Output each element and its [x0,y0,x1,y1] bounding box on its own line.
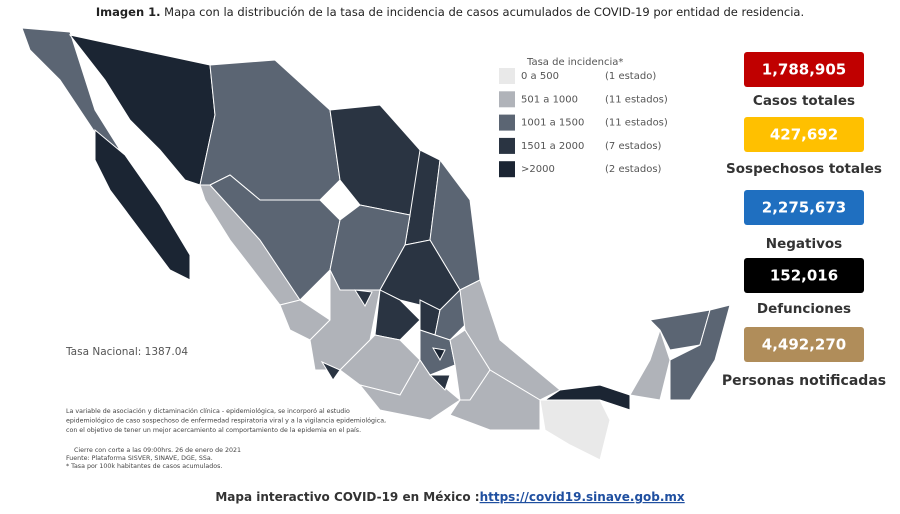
legend-title: Tasa de incidencia* [526,57,623,68]
stat-label: Casos totales [753,93,855,109]
stat-label: Defunciones [757,301,851,317]
stat-value: 4,492,270 [762,336,846,354]
notes: La variable de asociación y dictaminació… [66,407,386,470]
legend-count: (11 estados) [605,118,668,129]
footer: Mapa interactivo COVID-19 en México :htt… [215,490,685,504]
state [629,328,671,401]
stat-box [744,190,864,225]
national-rate: Tasa Nacional: 1387.04 [65,346,188,358]
legend-swatch [499,114,515,131]
legend-count: (11 estados) [605,94,668,105]
legend-swatch [499,137,515,154]
note-line: La variable de asociación y dictaminació… [66,407,350,415]
footer-text: Mapa interactivo COVID-19 en México : [215,490,479,504]
legend-range: 1501 a 2000 [521,141,584,152]
legend-swatch [499,161,515,178]
source-line: Cierre con corte a las 09:00hrs. 26 de e… [74,447,241,454]
stat-value: 152,016 [770,267,838,285]
state [648,309,711,351]
note-line: epidemiológico de caso sospechoso de enf… [66,417,386,425]
state [539,399,611,461]
legend-count: (7 estados) [605,141,662,152]
state [449,369,541,431]
legend-count: (2 estados) [605,164,662,175]
title-text: Mapa con la distribución de la tasa de i… [164,5,804,19]
stat-label: Sospechosos totales [726,161,882,177]
stat-value: 1,788,905 [762,61,846,79]
stat-box [744,327,864,362]
state [94,128,191,281]
stats: 1,788,905 Casos totales 427,692 Sospechosos… [722,52,886,389]
stat-label: Personas notificadas [722,373,886,389]
source-line: * Tasa por 100k habitantes de casos acum… [66,463,222,470]
state [432,347,446,362]
legend-range: 501 a 1000 [521,94,578,105]
legend-range: 1001 a 1500 [521,118,584,129]
title: Imagen 1. Mapa con la distribución de la… [96,5,804,19]
stat-box [744,117,864,152]
stat-value: 2,275,673 [762,199,846,217]
legend-swatch [499,68,515,84]
state [320,360,341,381]
state [669,304,731,401]
source-line: Fuente: Plataforma SISVER, SINAVE, DGE, … [66,455,213,462]
legend: Tasa de incidencia* 0 a 500 (1 estado) 501… [499,57,668,178]
note-line: con el objetivo de tener un mejor acerca… [66,426,361,434]
stat-label: Negativos [766,236,842,252]
legend-range: >2000 [521,164,555,175]
legend-swatch [499,91,515,108]
state [354,289,373,308]
state [543,384,631,411]
stat-box [744,52,864,87]
map [21,27,731,461]
legend-range: 0 a 500 [521,71,559,82]
state [428,374,451,391]
stat-box [744,258,864,293]
legend-count: (1 estado) [605,71,656,82]
state [374,289,421,341]
stat-value: 427,692 [770,126,838,144]
footer-link[interactable]: https://covid19.sinave.gob.mx [480,490,685,504]
title-label: Imagen 1. [96,5,161,19]
